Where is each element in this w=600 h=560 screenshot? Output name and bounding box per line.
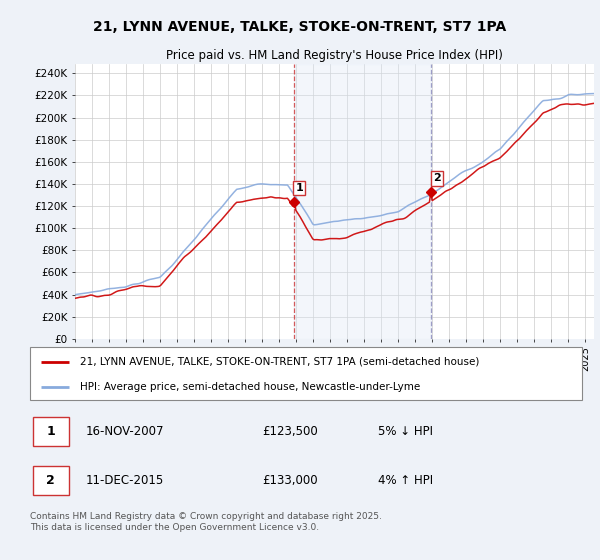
Title: Price paid vs. HM Land Registry's House Price Index (HPI): Price paid vs. HM Land Registry's House … (166, 49, 503, 62)
Text: 1: 1 (46, 424, 55, 438)
Text: £133,000: £133,000 (262, 474, 317, 487)
FancyBboxPatch shape (30, 347, 582, 400)
Text: 11-DEC-2015: 11-DEC-2015 (85, 474, 163, 487)
Text: 21, LYNN AVENUE, TALKE, STOKE-ON-TRENT, ST7 1PA: 21, LYNN AVENUE, TALKE, STOKE-ON-TRENT, … (94, 20, 506, 34)
Text: 16-NOV-2007: 16-NOV-2007 (85, 424, 164, 438)
FancyBboxPatch shape (33, 466, 68, 496)
Text: 21, LYNN AVENUE, TALKE, STOKE-ON-TRENT, ST7 1PA (semi-detached house): 21, LYNN AVENUE, TALKE, STOKE-ON-TRENT, … (80, 357, 479, 367)
Text: £123,500: £123,500 (262, 424, 317, 438)
Text: 1: 1 (295, 183, 303, 193)
Text: 2: 2 (46, 474, 55, 487)
Bar (294, 64, 431, 339)
Text: Contains HM Land Registry data © Crown copyright and database right 2025.
This d: Contains HM Land Registry data © Crown c… (30, 512, 382, 532)
FancyBboxPatch shape (33, 417, 68, 446)
Text: 2: 2 (433, 174, 440, 183)
Text: HPI: Average price, semi-detached house, Newcastle-under-Lyme: HPI: Average price, semi-detached house,… (80, 382, 420, 392)
Text: 4% ↑ HPI: 4% ↑ HPI (378, 474, 433, 487)
Text: 5% ↓ HPI: 5% ↓ HPI (378, 424, 433, 438)
